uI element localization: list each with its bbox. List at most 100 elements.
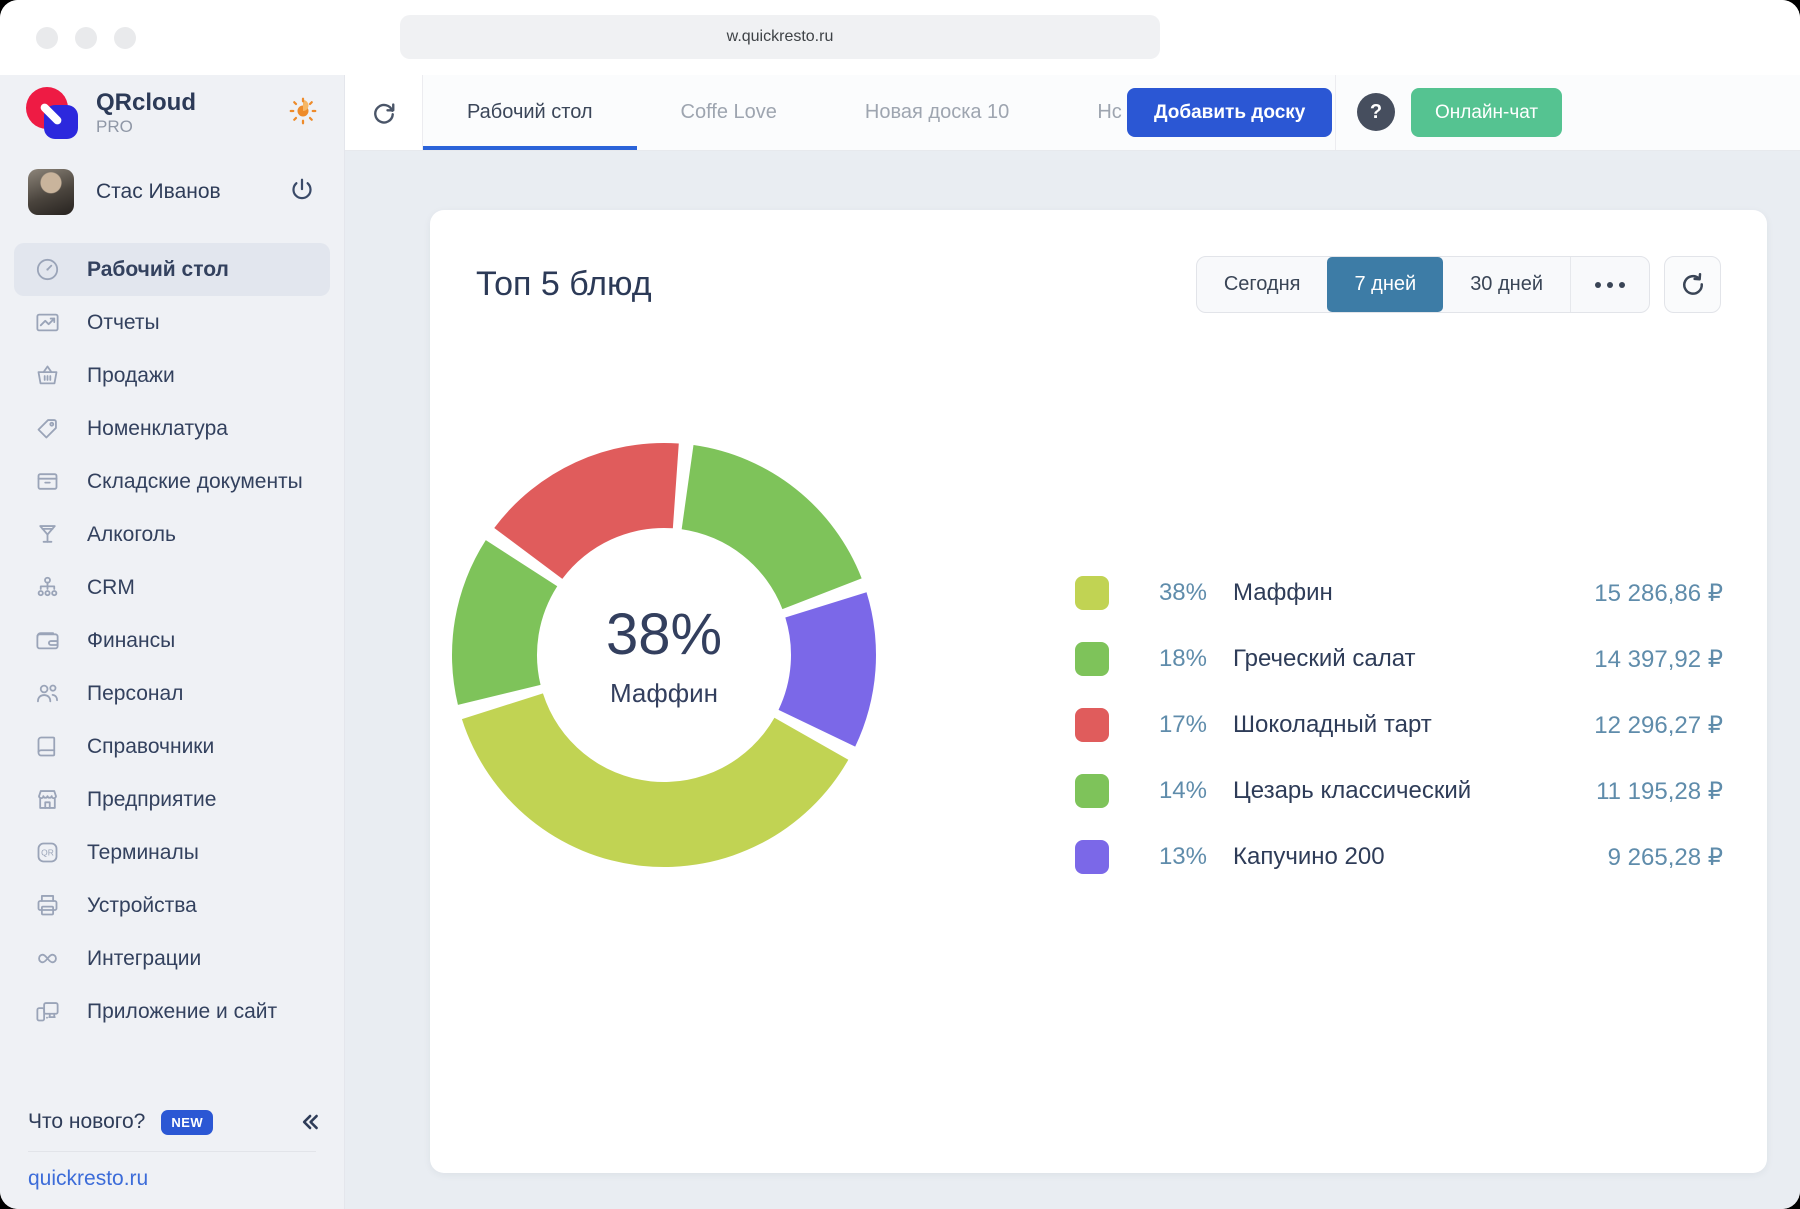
divider (1335, 75, 1336, 150)
legend-swatch (1075, 774, 1109, 808)
top5-dishes-card: Топ 5 блюд Сегодня7 дней30 дней 38% Мафф… (430, 210, 1767, 1173)
sidebar-item-finance[interactable]: Финансы (14, 614, 330, 667)
warehouse-icon (34, 468, 61, 495)
quickresto-link[interactable]: quickresto.ru (28, 1152, 322, 1209)
period-filter-button[interactable]: Сегодня (1197, 257, 1328, 312)
chart-legend: 38% Маффин 15 286,86 ₽ 18% Греческий сал… (1075, 560, 1723, 890)
avatar (28, 169, 74, 215)
period-filter-group: Сегодня7 дней30 дней (1196, 256, 1650, 313)
address-bar[interactable]: w.quickresto.ru (400, 15, 1160, 59)
whats-new-label: Что нового? (28, 1110, 145, 1134)
sidebar-item-staff[interactable]: Персонал (14, 667, 330, 720)
theme-sun-icon[interactable] (288, 96, 318, 131)
sidebar-item-label: Приложение и сайт (87, 1000, 277, 1024)
sidebar-item-enterprise[interactable]: Предприятие (14, 773, 330, 826)
more-periods-button[interactable] (1570, 257, 1649, 312)
widget-refresh-button[interactable] (1664, 256, 1721, 313)
sync-boards-button[interactable] (345, 75, 423, 150)
tab-board-2[interactable]: Coffe Love (637, 75, 821, 150)
ellipsis-icon (1595, 282, 1601, 288)
sidebar-item-label: Персонал (87, 682, 183, 706)
period-filter-button[interactable]: 30 дней (1443, 257, 1570, 312)
app-window: w.quickresto.ru QRcloud PRO (0, 0, 1800, 1209)
legend-percent: 14% (1133, 777, 1207, 805)
donut-segment-18[interactable] (682, 445, 862, 609)
sidebar-item-label: Терминалы (87, 841, 199, 865)
sidebar-item-label: Отчеты (87, 311, 160, 335)
qrcloud-logo-icon (26, 85, 84, 141)
period-filter-button[interactable]: 7 дней (1327, 257, 1443, 312)
sidebar-item-nomenclature[interactable]: Номенклатура (14, 402, 330, 455)
legend-row[interactable]: 14% Цезарь классический 11 195,28 ₽ (1075, 758, 1723, 824)
legend-swatch (1075, 708, 1109, 742)
donut-segment-14[interactable] (452, 540, 557, 705)
reports-icon (34, 309, 61, 336)
sidebar-item-label: Складские документы (87, 470, 303, 494)
tab-label: Нс (1097, 101, 1121, 124)
legend-percent: 18% (1133, 645, 1207, 673)
crm-icon (34, 574, 61, 601)
sidebar-item-dashboard[interactable]: Рабочий стол (14, 243, 330, 296)
finance-icon (34, 627, 61, 654)
legend-row[interactable]: 18% Греческий салат 14 397,92 ₽ (1075, 626, 1723, 692)
sidebar-item-crm[interactable]: CRM (14, 561, 330, 614)
whats-new-row[interactable]: Что нового? NEW (28, 1109, 322, 1135)
directories-icon (34, 733, 61, 760)
legend-label: Греческий салат (1233, 645, 1416, 673)
legend-percent: 17% (1133, 711, 1207, 739)
window-close-icon[interactable] (36, 27, 58, 49)
sidebar-item-label: Устройства (87, 894, 197, 918)
donut-segment-38[interactable] (462, 693, 848, 867)
sidebar-item-sales[interactable]: Продажи (14, 349, 330, 402)
sidebar-bottom: Что нового? NEW quickresto.ru (0, 1103, 344, 1209)
online-chat-button[interactable]: Онлайн-чат (1411, 88, 1562, 137)
sidebar-item-label: Справочники (87, 735, 214, 759)
legend-swatch (1075, 576, 1109, 610)
app-site-icon (34, 998, 61, 1025)
logo-subtitle: PRO (96, 118, 196, 136)
sync-icon (369, 98, 399, 128)
legend-row[interactable]: 17% Шоколадный тарт 12 296,27 ₽ (1075, 692, 1723, 758)
sidebar-item-label: Алкоголь (87, 523, 176, 547)
sidebar-item-terminals[interactable]: QR Терминалы (14, 826, 330, 879)
board-tabs: Рабочий стол Coffe LoveНовая доска 10 Нс (423, 75, 1213, 150)
user-row[interactable]: Стас Иванов (0, 159, 344, 225)
board-header: Рабочий стол Coffe LoveНовая доска 10 Нс Д… (345, 75, 1800, 151)
sidebar-item-warehouse[interactable]: Складские документы (14, 455, 330, 508)
sidebar-item-directories[interactable]: Справочники (14, 720, 330, 773)
donut-segment-13[interactable] (779, 592, 876, 746)
sidebar-item-label: Финансы (87, 629, 175, 653)
window-minimize-icon[interactable] (75, 27, 97, 49)
sidebar-item-devices[interactable]: Устройства (14, 879, 330, 932)
help-button[interactable]: ? (1357, 93, 1395, 131)
donut-segment-17[interactable] (494, 443, 679, 579)
logo-title: QRcloud (96, 90, 196, 115)
sidebar-item-app-site[interactable]: Приложение и сайт (14, 985, 330, 1038)
enterprise-icon (34, 786, 61, 813)
logout-power-icon[interactable] (288, 176, 316, 209)
staff-icon (34, 680, 61, 707)
donut-chart[interactable]: 38% Маффин (442, 433, 886, 877)
legend-label: Шоколадный тарт (1233, 711, 1432, 739)
sidebar-item-label: Предприятие (87, 788, 216, 812)
sidebar-item-reports[interactable]: Отчеты (14, 296, 330, 349)
legend-value: 9 265,28 ₽ (1608, 843, 1723, 872)
add-board-button[interactable]: Добавить доску (1127, 88, 1332, 137)
legend-row[interactable]: 13% Капучино 200 9 265,28 ₽ (1075, 824, 1723, 890)
sidebar-item-integrations[interactable]: Интеграции (14, 932, 330, 985)
window-maximize-icon[interactable] (114, 27, 136, 49)
legend-row[interactable]: 38% Маффин 15 286,86 ₽ (1075, 560, 1723, 626)
user-name: Стас Иванов (96, 180, 288, 204)
legend-percent: 38% (1133, 579, 1207, 607)
alcohol-icon (34, 521, 61, 548)
tab-label: Рабочий стол (467, 101, 593, 124)
collapse-sidebar-icon[interactable] (296, 1109, 322, 1135)
refresh-icon (1678, 270, 1708, 300)
sidebar-item-alcohol[interactable]: Алкоголь (14, 508, 330, 561)
legend-value: 11 195,28 ₽ (1596, 777, 1723, 806)
tab-board-1[interactable]: Рабочий стол (423, 75, 637, 150)
tab-board-3[interactable]: Новая доска 10 (821, 75, 1053, 150)
legend-value: 15 286,86 ₽ (1594, 579, 1723, 608)
legend-label: Капучино 200 (1233, 843, 1385, 871)
sidebar-nav: Рабочий стол Отчеты Продажи Номенклатура… (0, 225, 344, 1103)
